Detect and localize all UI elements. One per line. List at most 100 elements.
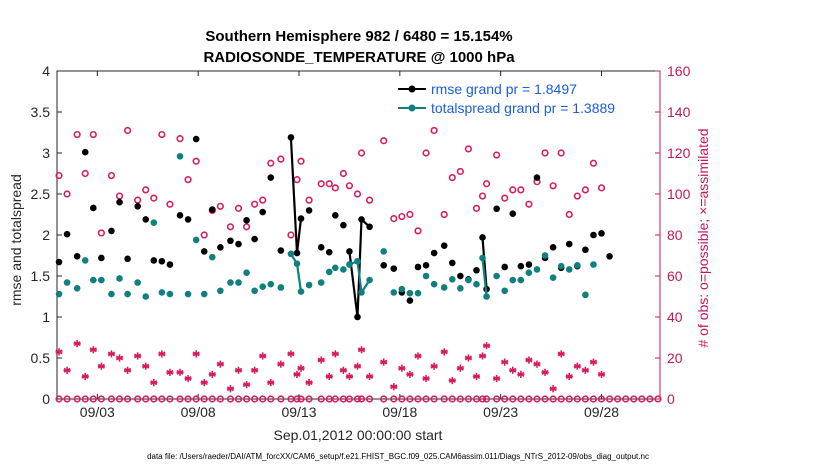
y-right-tick-label: 140 bbox=[667, 104, 691, 120]
rmse-marker bbox=[184, 216, 192, 223]
obs-possible-marker bbox=[448, 174, 456, 182]
obs-assimilated-marker bbox=[176, 368, 184, 376]
obs-possible-marker bbox=[638, 395, 646, 403]
obs-possible-marker bbox=[365, 395, 374, 403]
obs-possible-marker bbox=[123, 395, 132, 403]
spread-marker bbox=[150, 219, 158, 226]
obs-possible-marker bbox=[89, 130, 97, 139]
obs-assimilated-marker bbox=[509, 366, 517, 374]
y-right-tick-label: 100 bbox=[667, 186, 691, 202]
obs-possible-marker bbox=[414, 227, 422, 235]
rmse-marker bbox=[116, 198, 123, 206]
obs-possible-marker bbox=[200, 395, 208, 403]
obs-possible-marker bbox=[176, 395, 184, 403]
y-right-tick-label: 120 bbox=[667, 145, 691, 161]
obs-possible-marker bbox=[73, 395, 81, 403]
obs-possible-marker bbox=[422, 149, 430, 157]
obs-possible-marker bbox=[456, 167, 464, 176]
obs-assimilated-marker bbox=[259, 352, 267, 360]
rmse-marker bbox=[63, 230, 71, 238]
rmse-marker bbox=[390, 265, 398, 272]
rmse-marker bbox=[277, 247, 285, 254]
spread-marker bbox=[297, 288, 305, 295]
obs-possible-marker bbox=[331, 184, 339, 192]
spread-marker bbox=[98, 276, 105, 284]
obs-possible-marker bbox=[509, 395, 517, 403]
obs-possible-marker bbox=[365, 196, 374, 204]
obs-possible-marker bbox=[97, 395, 105, 403]
obs-possible-marker bbox=[216, 395, 224, 403]
obs-possible-marker bbox=[55, 171, 63, 180]
obs-assimilated-marker bbox=[345, 372, 354, 381]
y-tick-label: 3.5 bbox=[31, 104, 51, 120]
obs-possible-marker bbox=[581, 186, 589, 194]
rmse-marker bbox=[582, 246, 589, 254]
obs-possible-marker bbox=[589, 395, 598, 403]
obs-assimilated-marker bbox=[380, 358, 388, 366]
chart-subtitle: RADIOSONDE_TEMPERATURE @ 1000 hPa bbox=[203, 49, 515, 66]
obs-possible-marker bbox=[597, 184, 606, 192]
obs-possible-marker bbox=[339, 169, 347, 178]
spread-marker bbox=[358, 289, 365, 296]
obs-possible-marker bbox=[597, 395, 606, 403]
spread-marker bbox=[340, 266, 347, 273]
rmse-marker bbox=[259, 208, 267, 216]
rmse-marker bbox=[606, 253, 613, 260]
obs-possible-marker bbox=[142, 395, 150, 403]
obs-possible-marker bbox=[251, 200, 259, 208]
obs-possible-marker bbox=[464, 145, 473, 153]
rmse-marker bbox=[317, 244, 325, 251]
obs-assimilated-marker bbox=[353, 362, 362, 370]
obs-possible-marker bbox=[501, 194, 509, 202]
obs-possible-marker bbox=[614, 395, 622, 403]
obs-possible-marker bbox=[208, 395, 216, 403]
y-tick-label: 2 bbox=[42, 227, 50, 243]
spread-marker bbox=[142, 293, 150, 300]
spread-marker bbox=[176, 152, 184, 160]
obs-possible-marker bbox=[89, 395, 97, 403]
obs-assimilated-marker bbox=[200, 379, 208, 387]
rmse-marker bbox=[332, 212, 339, 219]
obs-possible-marker bbox=[107, 395, 116, 403]
obs-possible-marker bbox=[482, 395, 491, 403]
spread-marker bbox=[346, 261, 353, 268]
obs-possible-marker bbox=[242, 223, 251, 231]
obs-assimilated-marker bbox=[456, 364, 464, 372]
spread-marker bbox=[287, 250, 295, 258]
y-tick-label: 1 bbox=[42, 309, 50, 325]
obs-possible-marker bbox=[259, 395, 267, 403]
obs-assimilated-marker bbox=[97, 362, 105, 370]
spread-marker bbox=[108, 290, 115, 298]
rmse-marker bbox=[340, 221, 347, 229]
rmse-marker bbox=[108, 227, 115, 235]
rmse-marker bbox=[134, 203, 141, 210]
rmse-marker bbox=[297, 215, 305, 222]
obs-possible-marker bbox=[123, 126, 132, 135]
obs-possible-marker bbox=[166, 395, 174, 403]
spread-marker bbox=[267, 280, 275, 288]
obs-possible-marker bbox=[325, 180, 333, 188]
spread-marker bbox=[483, 293, 490, 300]
obs-possible-marker bbox=[654, 395, 662, 403]
obs-possible-marker bbox=[406, 210, 414, 219]
rmse-marker bbox=[430, 249, 438, 257]
obs-possible-marker bbox=[478, 192, 487, 200]
obs-possible-marker bbox=[73, 130, 81, 139]
obs-possible-marker bbox=[353, 190, 362, 198]
obs-possible-marker bbox=[509, 186, 517, 194]
obs-possible-marker bbox=[97, 229, 105, 237]
obs-possible-marker bbox=[589, 159, 598, 167]
obs-assimilated-marker bbox=[565, 372, 573, 381]
rmse-marker bbox=[380, 262, 388, 269]
obs-assimilated-marker bbox=[297, 364, 305, 372]
obs-assimilated-marker bbox=[81, 372, 89, 381]
obs-possible-marker bbox=[317, 395, 325, 403]
spread-marker bbox=[390, 289, 398, 296]
rmse-marker bbox=[533, 174, 541, 181]
y-right-tick-label: 160 bbox=[667, 63, 691, 79]
obs-possible-marker bbox=[448, 395, 456, 403]
obs-possible-marker bbox=[390, 215, 398, 223]
obs-assimilated-marker bbox=[331, 350, 339, 358]
obs-possible-marker bbox=[305, 196, 313, 204]
obs-possible-marker bbox=[345, 395, 354, 403]
